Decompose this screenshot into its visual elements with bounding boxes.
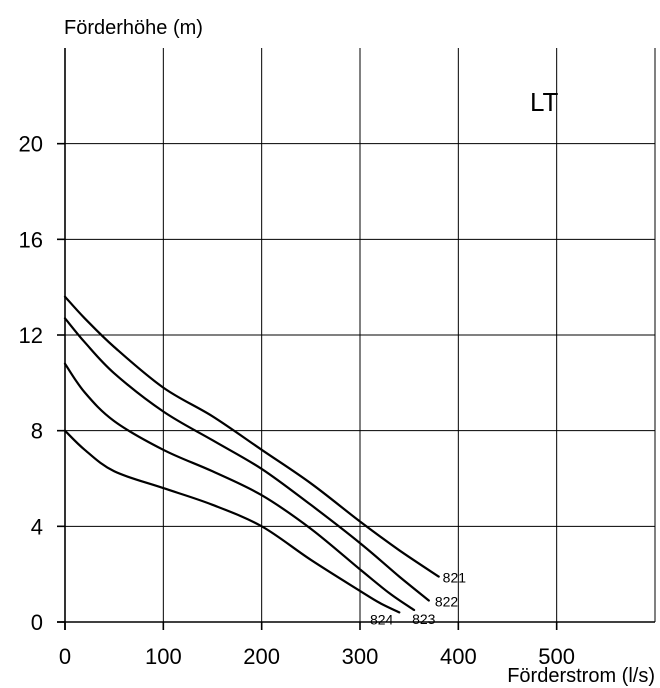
y-tick-label-16: 16 <box>19 227 43 252</box>
y-tick-label-12: 12 <box>19 323 43 348</box>
y-axis-label: Förderhöhe (m) <box>64 17 203 39</box>
grid-lines <box>65 48 656 622</box>
series-curve-823 <box>63 362 416 612</box>
series-curves <box>63 295 440 614</box>
series-label-822: 822 <box>435 593 459 609</box>
series-label-821: 821 <box>443 570 467 586</box>
series-curve-824 <box>63 429 401 614</box>
axes <box>57 48 655 630</box>
y-tick-label-20: 20 <box>19 132 43 157</box>
x-tick-label-300: 300 <box>342 644 379 669</box>
x-tick-label-400: 400 <box>440 644 477 669</box>
series-label-824: 824 <box>370 611 394 627</box>
chart-corner-label: LT <box>530 87 559 117</box>
y-tick-label-8: 8 <box>31 419 43 444</box>
series-curve-821 <box>63 295 440 578</box>
x-tick-label-200: 200 <box>243 644 280 669</box>
x-axis-label: Förderstrom (l/s) <box>507 665 655 687</box>
y-tick-label-0: 0 <box>31 610 43 635</box>
y-tick-label-4: 4 <box>31 514 43 539</box>
x-tick-label-500: 500 <box>538 644 575 669</box>
x-tick-label-100: 100 <box>145 644 182 669</box>
series-labels: 821 822 823 824 <box>370 570 466 628</box>
series-label-823: 823 <box>412 611 436 627</box>
x-tick-label-0: 0 <box>59 644 71 669</box>
series-curve-822 <box>63 317 430 602</box>
